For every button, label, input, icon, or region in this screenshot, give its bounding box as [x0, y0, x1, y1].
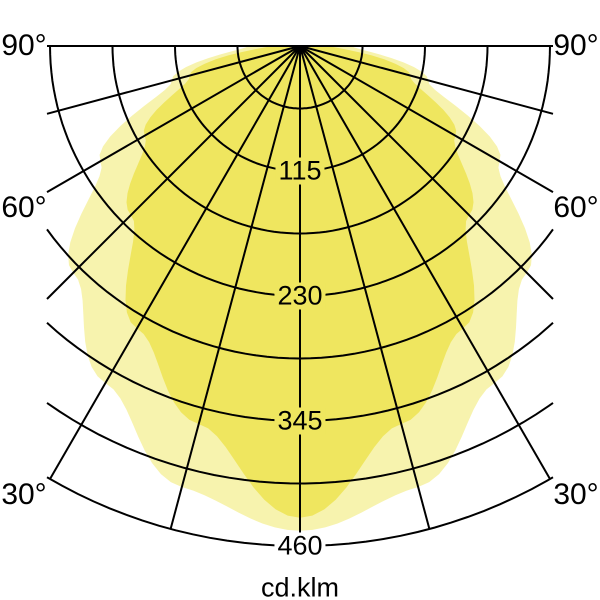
grid-ray--60 [46, 45, 301, 193]
grid-ray-75 [299, 45, 554, 115]
grid-ray-30 [299, 45, 551, 480]
grid-ray-15 [299, 45, 431, 530]
grid-ray--75 [46, 45, 301, 115]
grid-ray--15 [169, 45, 301, 530]
grid-ray-60 [299, 45, 554, 193]
grid-ray-45 [299, 45, 554, 300]
grid-ray--45 [46, 45, 301, 300]
grid-ray--30 [49, 45, 301, 480]
grid-arc-287.5 [46, 228, 554, 360]
grid-arc-402.5 [46, 402, 554, 485]
